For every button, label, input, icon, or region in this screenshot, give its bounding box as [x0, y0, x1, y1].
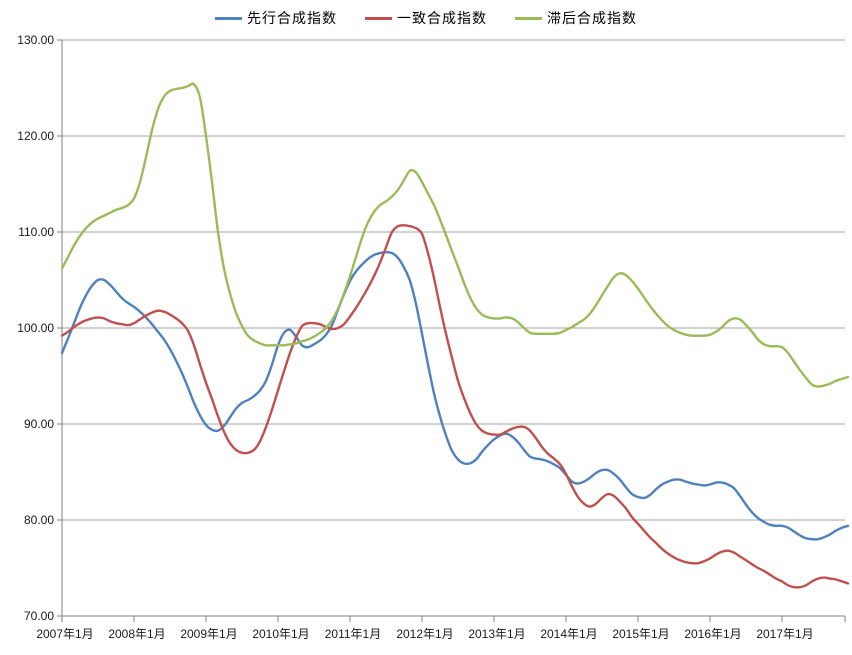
y-axis-tick-label: 100.00 — [17, 321, 54, 335]
x-axis-tick-label: 2009年1月 — [180, 627, 238, 641]
x-axis-tick-label: 2007年1月 — [36, 627, 94, 641]
x-axis-tick-label: 2010年1月 — [252, 627, 310, 641]
y-axis-tick-label: 130.00 — [17, 33, 54, 47]
y-axis-tick-label: 120.00 — [17, 129, 54, 143]
y-axis-tick-label: 110.00 — [18, 225, 54, 239]
x-axis-tick-label: 2013年1月 — [468, 627, 526, 641]
y-axis-tick-label: 90.00 — [23, 417, 54, 431]
x-axis-tick-label: 2014年1月 — [540, 627, 598, 641]
y-axis-tick-label: 80.00 — [23, 513, 54, 527]
series-line-leading — [60, 251, 850, 541]
x-axis-tick-label: 2012年1月 — [396, 627, 454, 641]
legend-label: 先行合成指数 — [247, 10, 337, 26]
legend-item-coincident-index: 一致合成指数 — [365, 8, 487, 28]
legend: 先行合成指数 一致合成指数 滞后合成指数 — [0, 6, 852, 30]
x-axis-tick-label: 2008年1月 — [108, 627, 166, 641]
legend-line-swatch-blue — [215, 16, 242, 20]
legend-item-lagging-index: 滞后合成指数 — [515, 8, 637, 28]
x-axis-tick-label: 2016年1月 — [684, 627, 742, 641]
legend-label: 滞后合成指数 — [547, 10, 637, 26]
legend-line-swatch-red — [365, 16, 392, 20]
x-axis-tick-label: 2017年1月 — [756, 627, 814, 641]
x-axis-tick-label: 2011年1月 — [324, 627, 382, 641]
x-axis-tick-label: 2015年1月 — [612, 627, 670, 641]
legend-label: 一致合成指数 — [397, 10, 487, 26]
legend-line-swatch-green — [515, 16, 542, 20]
series-line-lagging — [60, 82, 850, 388]
legend-item-leading-index: 先行合成指数 — [215, 8, 337, 28]
y-axis-tick-label: 70.00 — [23, 609, 54, 623]
series-line-coincident — [60, 224, 850, 589]
